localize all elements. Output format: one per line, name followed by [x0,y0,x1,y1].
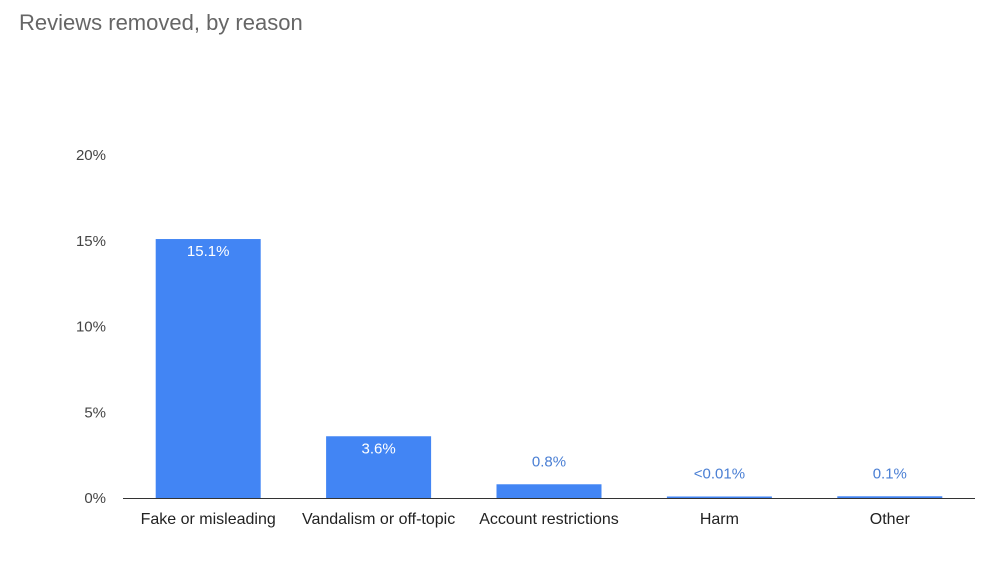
x-category-label: Fake or misleading [141,511,276,528]
bar [155,239,261,498]
data-label: 0.1% [873,465,907,482]
data-label: 15.1% [187,243,230,260]
y-tick-label: 15% [76,233,106,250]
bar [666,496,772,498]
x-axis-labels: Fake or misleading Vandalism or off-topic… [141,511,911,528]
y-axis-ticks: 0% 5% 10% 15% 20% [76,147,106,507]
data-label: 3.6% [361,440,395,457]
x-category-label: Vandalism or off-topic [302,511,455,528]
x-category-label: Harm [700,511,739,528]
bar [496,484,602,498]
data-label: <0.01% [694,466,745,483]
x-category-label: Other [870,511,911,528]
data-label: 0.8% [532,453,566,470]
y-tick-label: 20% [76,147,106,164]
y-tick-label: 0% [84,490,106,507]
y-tick-label: 5% [84,404,106,421]
bar [837,496,943,498]
x-category-label: Account restrictions [479,511,619,528]
bar-series [155,239,943,498]
bar [326,436,432,498]
data-labels: 15.1% 3.6% 0.8% <0.01% 0.1% [187,243,907,482]
y-tick-label: 10% [76,319,106,336]
chart-title: Reviews removed, by reason [19,10,303,35]
